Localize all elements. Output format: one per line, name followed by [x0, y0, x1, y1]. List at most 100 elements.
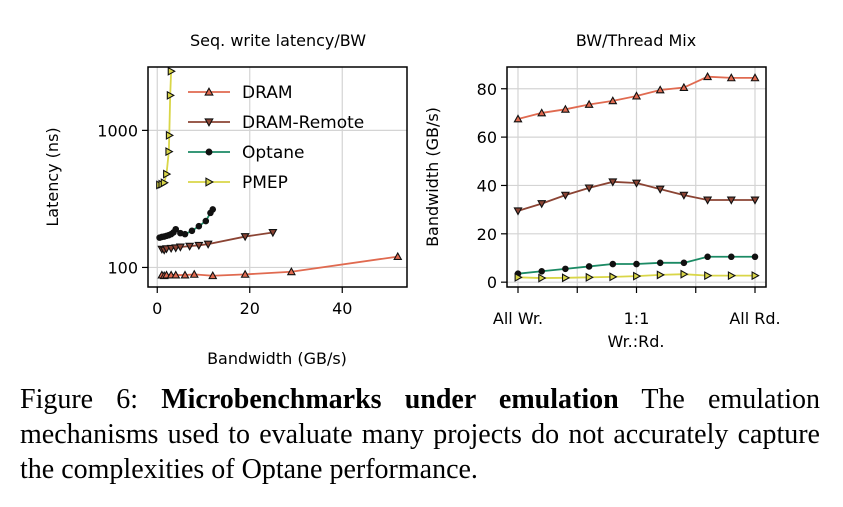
- data-point: [656, 270, 665, 280]
- data-point: [751, 253, 759, 261]
- data-point: [538, 268, 545, 275]
- data-point: [513, 114, 523, 123]
- legend-label: PMEP: [242, 173, 288, 193]
- data-point: [703, 196, 713, 205]
- x-tick-label: 1:1: [624, 309, 650, 328]
- data-point: [194, 241, 204, 251]
- y-axis-label: Latency (ns): [43, 127, 62, 226]
- data-point: [585, 272, 594, 282]
- data-point: [750, 73, 760, 82]
- series-pmep: [514, 269, 760, 283]
- legend-marker: [205, 177, 214, 187]
- caption-prefix: Figure 6:: [20, 384, 162, 415]
- data-point: [180, 270, 190, 279]
- data-point: [704, 253, 711, 261]
- figure-caption: Figure 6: Microbenchmarks under emulatio…: [20, 382, 820, 487]
- data-point: [537, 200, 547, 209]
- x-tick-label: 0: [152, 299, 162, 318]
- data-point: [181, 230, 189, 238]
- y-tick-label: 80: [477, 80, 497, 99]
- data-point: [165, 130, 175, 140]
- caption-text: The emulation mechanisms used to evaluat…: [20, 384, 820, 485]
- data-point: [195, 222, 203, 230]
- data-point: [608, 96, 618, 105]
- data-point: [175, 243, 185, 252]
- data-point: [560, 104, 570, 113]
- data-point: [172, 225, 180, 233]
- data-point: [393, 251, 403, 261]
- legend-item-optane: Optane: [188, 143, 305, 163]
- data-point: [171, 270, 181, 279]
- data-point: [209, 206, 217, 213]
- series-dram-remote: [513, 178, 760, 216]
- x-axis-label: Wr.:Rd.: [607, 332, 664, 351]
- data-point: [727, 271, 737, 281]
- data-point: [165, 147, 174, 157]
- data-point: [268, 229, 278, 238]
- data-point: [751, 271, 760, 281]
- data-point: [584, 184, 594, 193]
- data-point: [656, 259, 664, 267]
- data-point: [750, 196, 760, 205]
- y-tick-label: 0: [487, 273, 497, 292]
- y-axis-label: Bandwidth (GB/s): [423, 107, 442, 247]
- caption-bold: Microbenchmarks under emulation: [161, 384, 619, 415]
- x-tick-label: All Rd.: [729, 309, 780, 328]
- data-point: [561, 273, 571, 283]
- data-point: [726, 196, 736, 205]
- data-point: [240, 233, 250, 242]
- data-point: [513, 207, 523, 216]
- data-point: [514, 272, 523, 282]
- data-point: [726, 73, 736, 82]
- data-point: [633, 271, 642, 281]
- data-point: [189, 269, 199, 278]
- series-group: [513, 71, 760, 283]
- y-tick-label: 100: [107, 258, 138, 277]
- data-point: [704, 271, 713, 281]
- data-point: [167, 66, 176, 76]
- data-point: [703, 71, 713, 81]
- series-pmep: [156, 66, 176, 190]
- data-point: [585, 263, 593, 270]
- data-point: [188, 227, 196, 235]
- x-tick-label: 20: [240, 299, 260, 318]
- legend-item-pmep: PMEP: [188, 173, 288, 193]
- data-point: [631, 91, 642, 100]
- legend-marker: [204, 87, 214, 96]
- chart-title: BW/Thread Mix: [576, 31, 696, 50]
- data-point: [562, 265, 569, 273]
- series-dram: [157, 251, 403, 280]
- data-point: [655, 85, 665, 94]
- data-point: [728, 253, 735, 261]
- axis-ticks: 0 20 40 100 1000: [97, 121, 352, 318]
- data-point: [166, 90, 175, 100]
- chart-bw-thread-mix: BW/Thread Mix All Wr. 1:1 All Rd. 0 20 40 60 80…: [423, 31, 781, 351]
- data-point: [679, 82, 689, 91]
- data-point: [560, 191, 570, 200]
- data-point: [185, 242, 195, 251]
- series-line-pmep: [159, 71, 173, 186]
- legend-item-dram-remote: DRAM-Remote: [188, 113, 364, 133]
- series-optane: [514, 253, 759, 277]
- plot-frame: [147, 66, 408, 288]
- legend: DRAM DRAM-Remote Optane PMEP: [188, 83, 364, 193]
- chart-title: Seq. write latency/BW: [190, 31, 366, 50]
- legend-label: Optane: [242, 143, 305, 163]
- data-point: [609, 272, 618, 282]
- data-point: [208, 271, 218, 280]
- chart-latency-bw: Seq. write latency/BW 0 20 40 100 1000 Bandw…: [43, 31, 408, 368]
- data-point: [584, 99, 594, 108]
- data-point: [286, 267, 296, 276]
- data-point: [202, 217, 210, 225]
- series-optane: [156, 206, 217, 241]
- data-point: [537, 108, 547, 117]
- series-line-dram: [161, 255, 398, 277]
- data-point: [203, 240, 213, 249]
- y-tick-label: 20: [477, 225, 497, 244]
- y-tick-label: 40: [477, 176, 497, 195]
- series-dram: [513, 71, 760, 123]
- series-group: [156, 66, 403, 280]
- data-point: [631, 179, 642, 188]
- data-point: [240, 269, 250, 278]
- data-point: [655, 185, 665, 194]
